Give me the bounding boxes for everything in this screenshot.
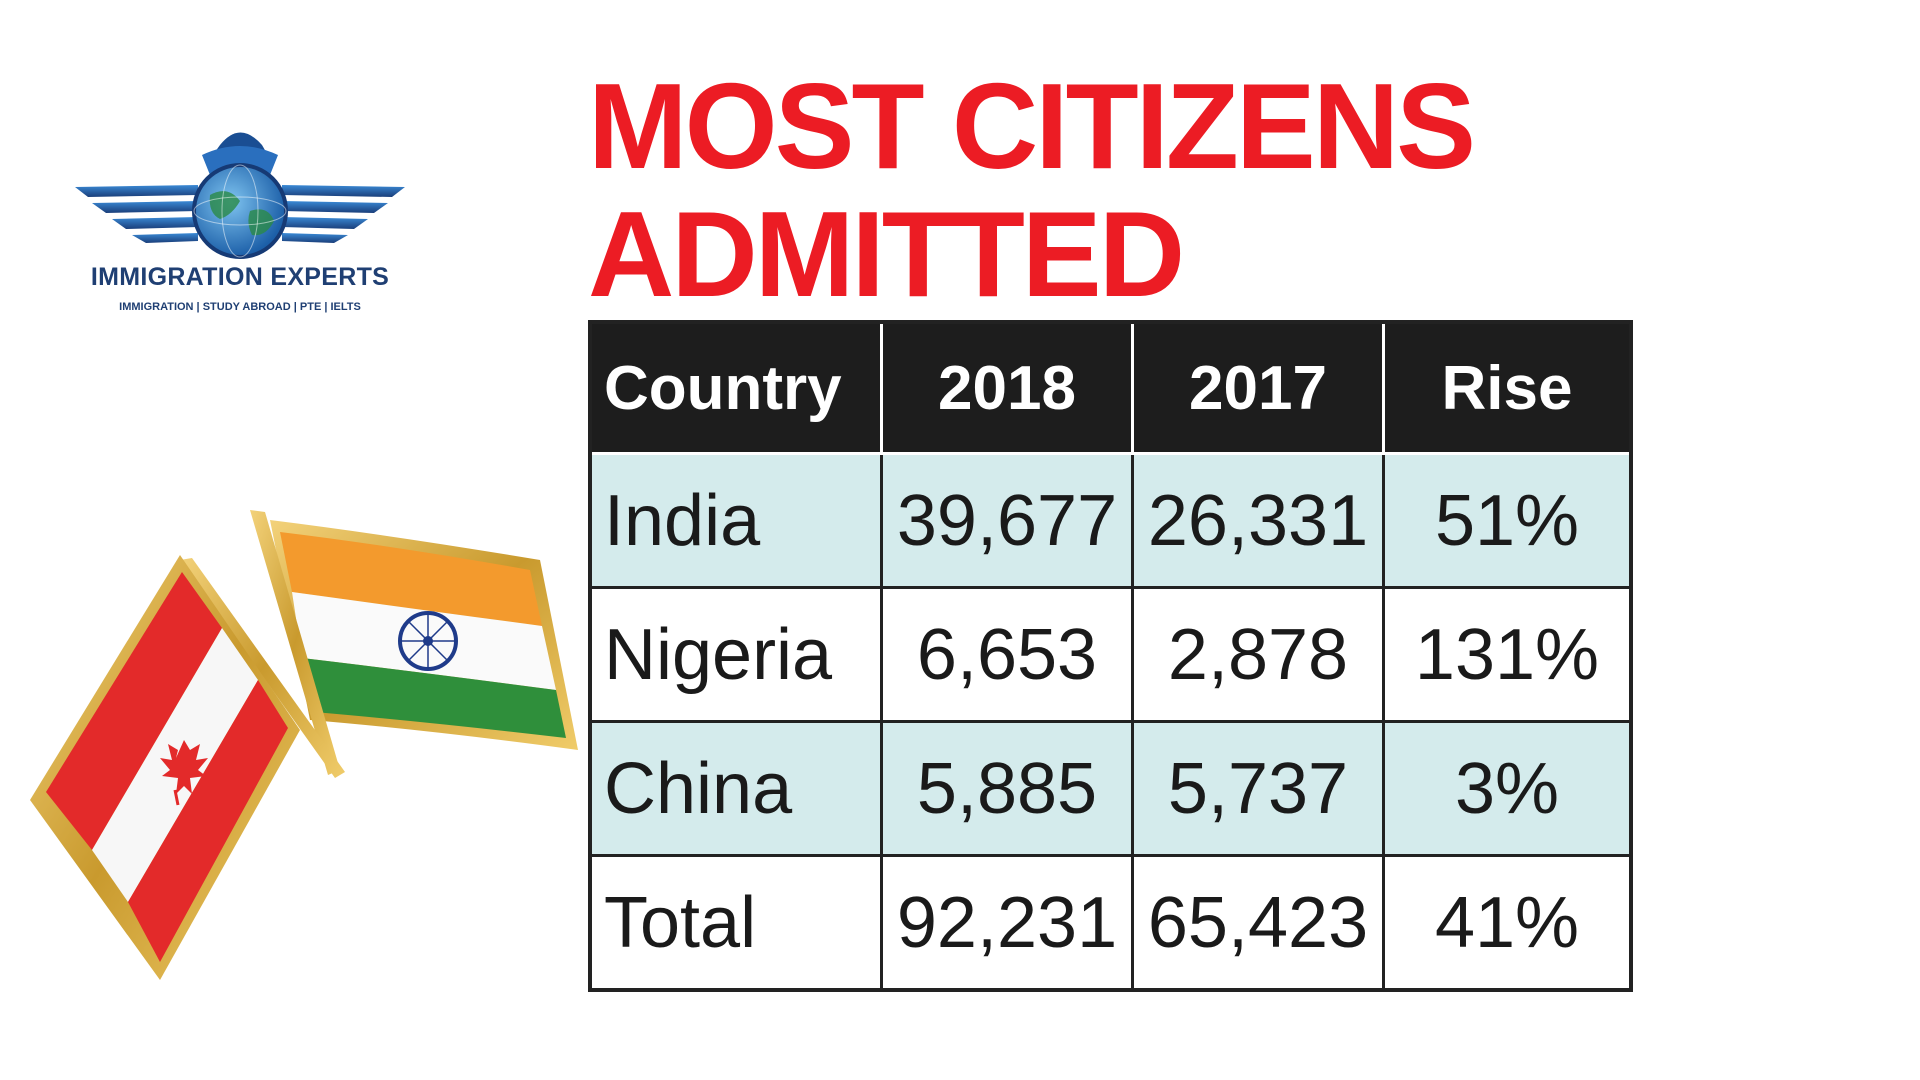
globe-wings-icon: [75, 132, 405, 259]
citizens-admitted-table: Country 2018 2017 Rise India 39,677 26,3…: [588, 320, 1633, 992]
table-row: Total 92,231 65,423 41%: [588, 854, 1633, 992]
page-title: MOST CITIZENS ADMITTED: [588, 62, 1617, 318]
table-header-row: Country 2018 2017 Rise: [590, 322, 1631, 455]
header-2018: 2018: [880, 322, 1134, 455]
cell-country: Nigeria: [588, 586, 883, 723]
table-row: India 39,677 26,331 51%: [588, 452, 1633, 589]
title-line-2: ADMITTED: [588, 186, 1185, 322]
header-rise: Rise: [1382, 322, 1631, 455]
cell-rise: 51%: [1382, 452, 1633, 589]
cell-2017: 2,878: [1131, 586, 1385, 723]
cell-rise: 41%: [1382, 854, 1633, 992]
company-logo: IMMIGRATION EXPERTS IMMIGRATION | STUDY …: [70, 115, 410, 330]
table-row: China 5,885 5,737 3%: [588, 720, 1633, 857]
cell-2018: 92,231: [880, 854, 1134, 992]
cell-2018: 5,885: [880, 720, 1134, 857]
cell-country: Total: [588, 854, 883, 992]
cell-country: China: [588, 720, 883, 857]
cell-rise: 3%: [1382, 720, 1633, 857]
title-line-1: MOST CITIZENS: [588, 58, 1476, 194]
logo-tagline: IMMIGRATION | STUDY ABROAD | PTE | IELTS: [119, 301, 361, 313]
canada-flag-icon: [30, 555, 300, 980]
cell-rise: 131%: [1382, 586, 1633, 723]
cell-2017: 65,423: [1131, 854, 1385, 992]
cell-2017: 5,737: [1131, 720, 1385, 857]
cell-2017: 26,331: [1131, 452, 1385, 589]
header-2017: 2017: [1131, 322, 1385, 455]
crossed-flags-icon: [30, 510, 578, 980]
india-flag-icon: [270, 520, 578, 750]
header-country: Country: [590, 322, 883, 455]
table-row: Nigeria 6,653 2,878 131%: [588, 586, 1633, 723]
logo-name: IMMIGRATION EXPERTS: [90, 263, 390, 291]
cell-2018: 39,677: [880, 452, 1134, 589]
cell-2018: 6,653: [880, 586, 1134, 723]
cell-country: India: [588, 452, 883, 589]
